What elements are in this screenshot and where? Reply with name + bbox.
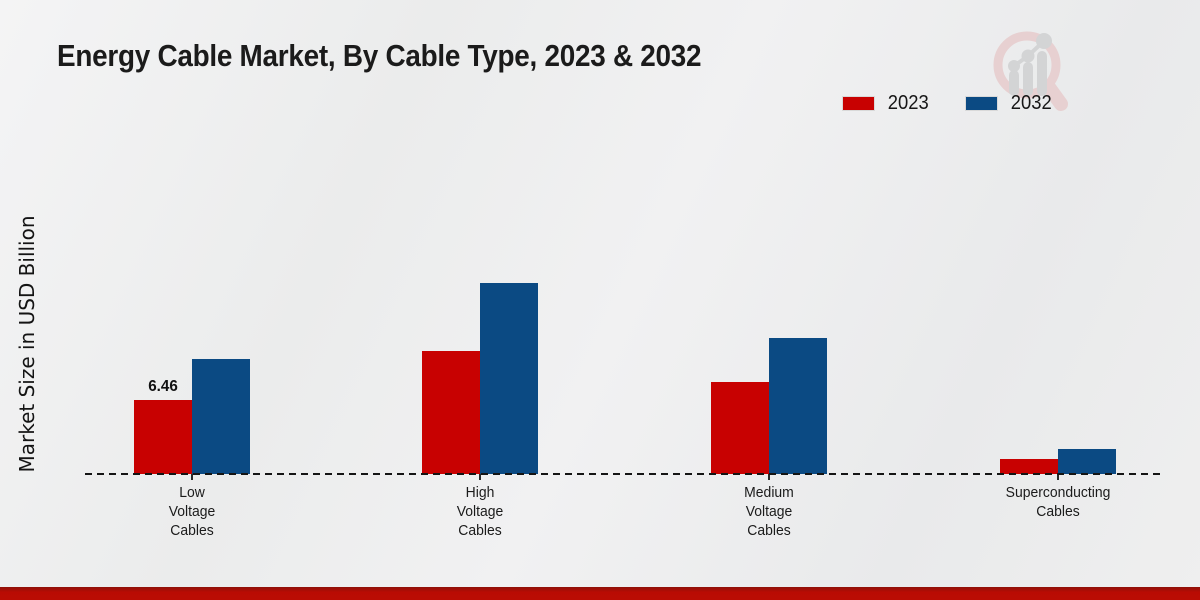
bar-2023-superconducting-cables: [1000, 459, 1058, 474]
logo-bar-icon: [1023, 62, 1033, 96]
bar-2032-low-voltage-cables: [192, 359, 250, 474]
legend-swatch-2032: [964, 96, 998, 111]
logo-bar-icon: [1009, 70, 1019, 96]
category-label: Low Voltage Cables: [168, 484, 216, 539]
y-axis-label: Market Size in USD Billion: [15, 215, 39, 473]
chart-title: Energy Cable Market, By Cable Type, 2023…: [57, 38, 702, 73]
bar-2023-medium-voltage-cables: [711, 382, 769, 474]
legend-item-2032: 2032: [964, 92, 1054, 115]
legend-label-2023: 2023: [887, 92, 929, 114]
magnifier-handle-icon: [1041, 79, 1068, 111]
bar-value-label: 6.46: [148, 378, 178, 395]
legend-label-2032: 2032: [1010, 92, 1052, 114]
brand-logo-watermark: [993, 31, 1068, 111]
x-axis-tick: [768, 474, 770, 480]
legend-swatch-2023: [842, 96, 875, 111]
x-axis-line: [85, 473, 1163, 475]
bar-2032-superconducting-cables: [1058, 449, 1116, 474]
logo-dot-icon: [1036, 33, 1052, 49]
footer-brand-strip: [0, 587, 1200, 600]
category-label: Superconducting Cables: [1005, 484, 1111, 520]
bar-2032-high-voltage-cables: [480, 283, 538, 474]
logo-dot-icon: [1021, 49, 1035, 63]
category-label: Medium Voltage Cables: [744, 484, 794, 539]
legend-item-2023: 2023: [842, 92, 931, 115]
legend: 2023 2032: [842, 92, 1053, 115]
bar-2023-high-voltage-cables: [422, 351, 480, 474]
x-axis-tick: [479, 474, 481, 480]
x-axis-tick: [191, 474, 193, 480]
category-label: High Voltage Cables: [456, 484, 504, 539]
logo-bar-icon: [1037, 51, 1047, 96]
logo-dot-icon: [1008, 60, 1020, 72]
bar-2023-low-voltage-cables: [134, 400, 192, 474]
bar-2032-medium-voltage-cables: [769, 338, 827, 474]
x-axis-tick: [1057, 474, 1059, 480]
